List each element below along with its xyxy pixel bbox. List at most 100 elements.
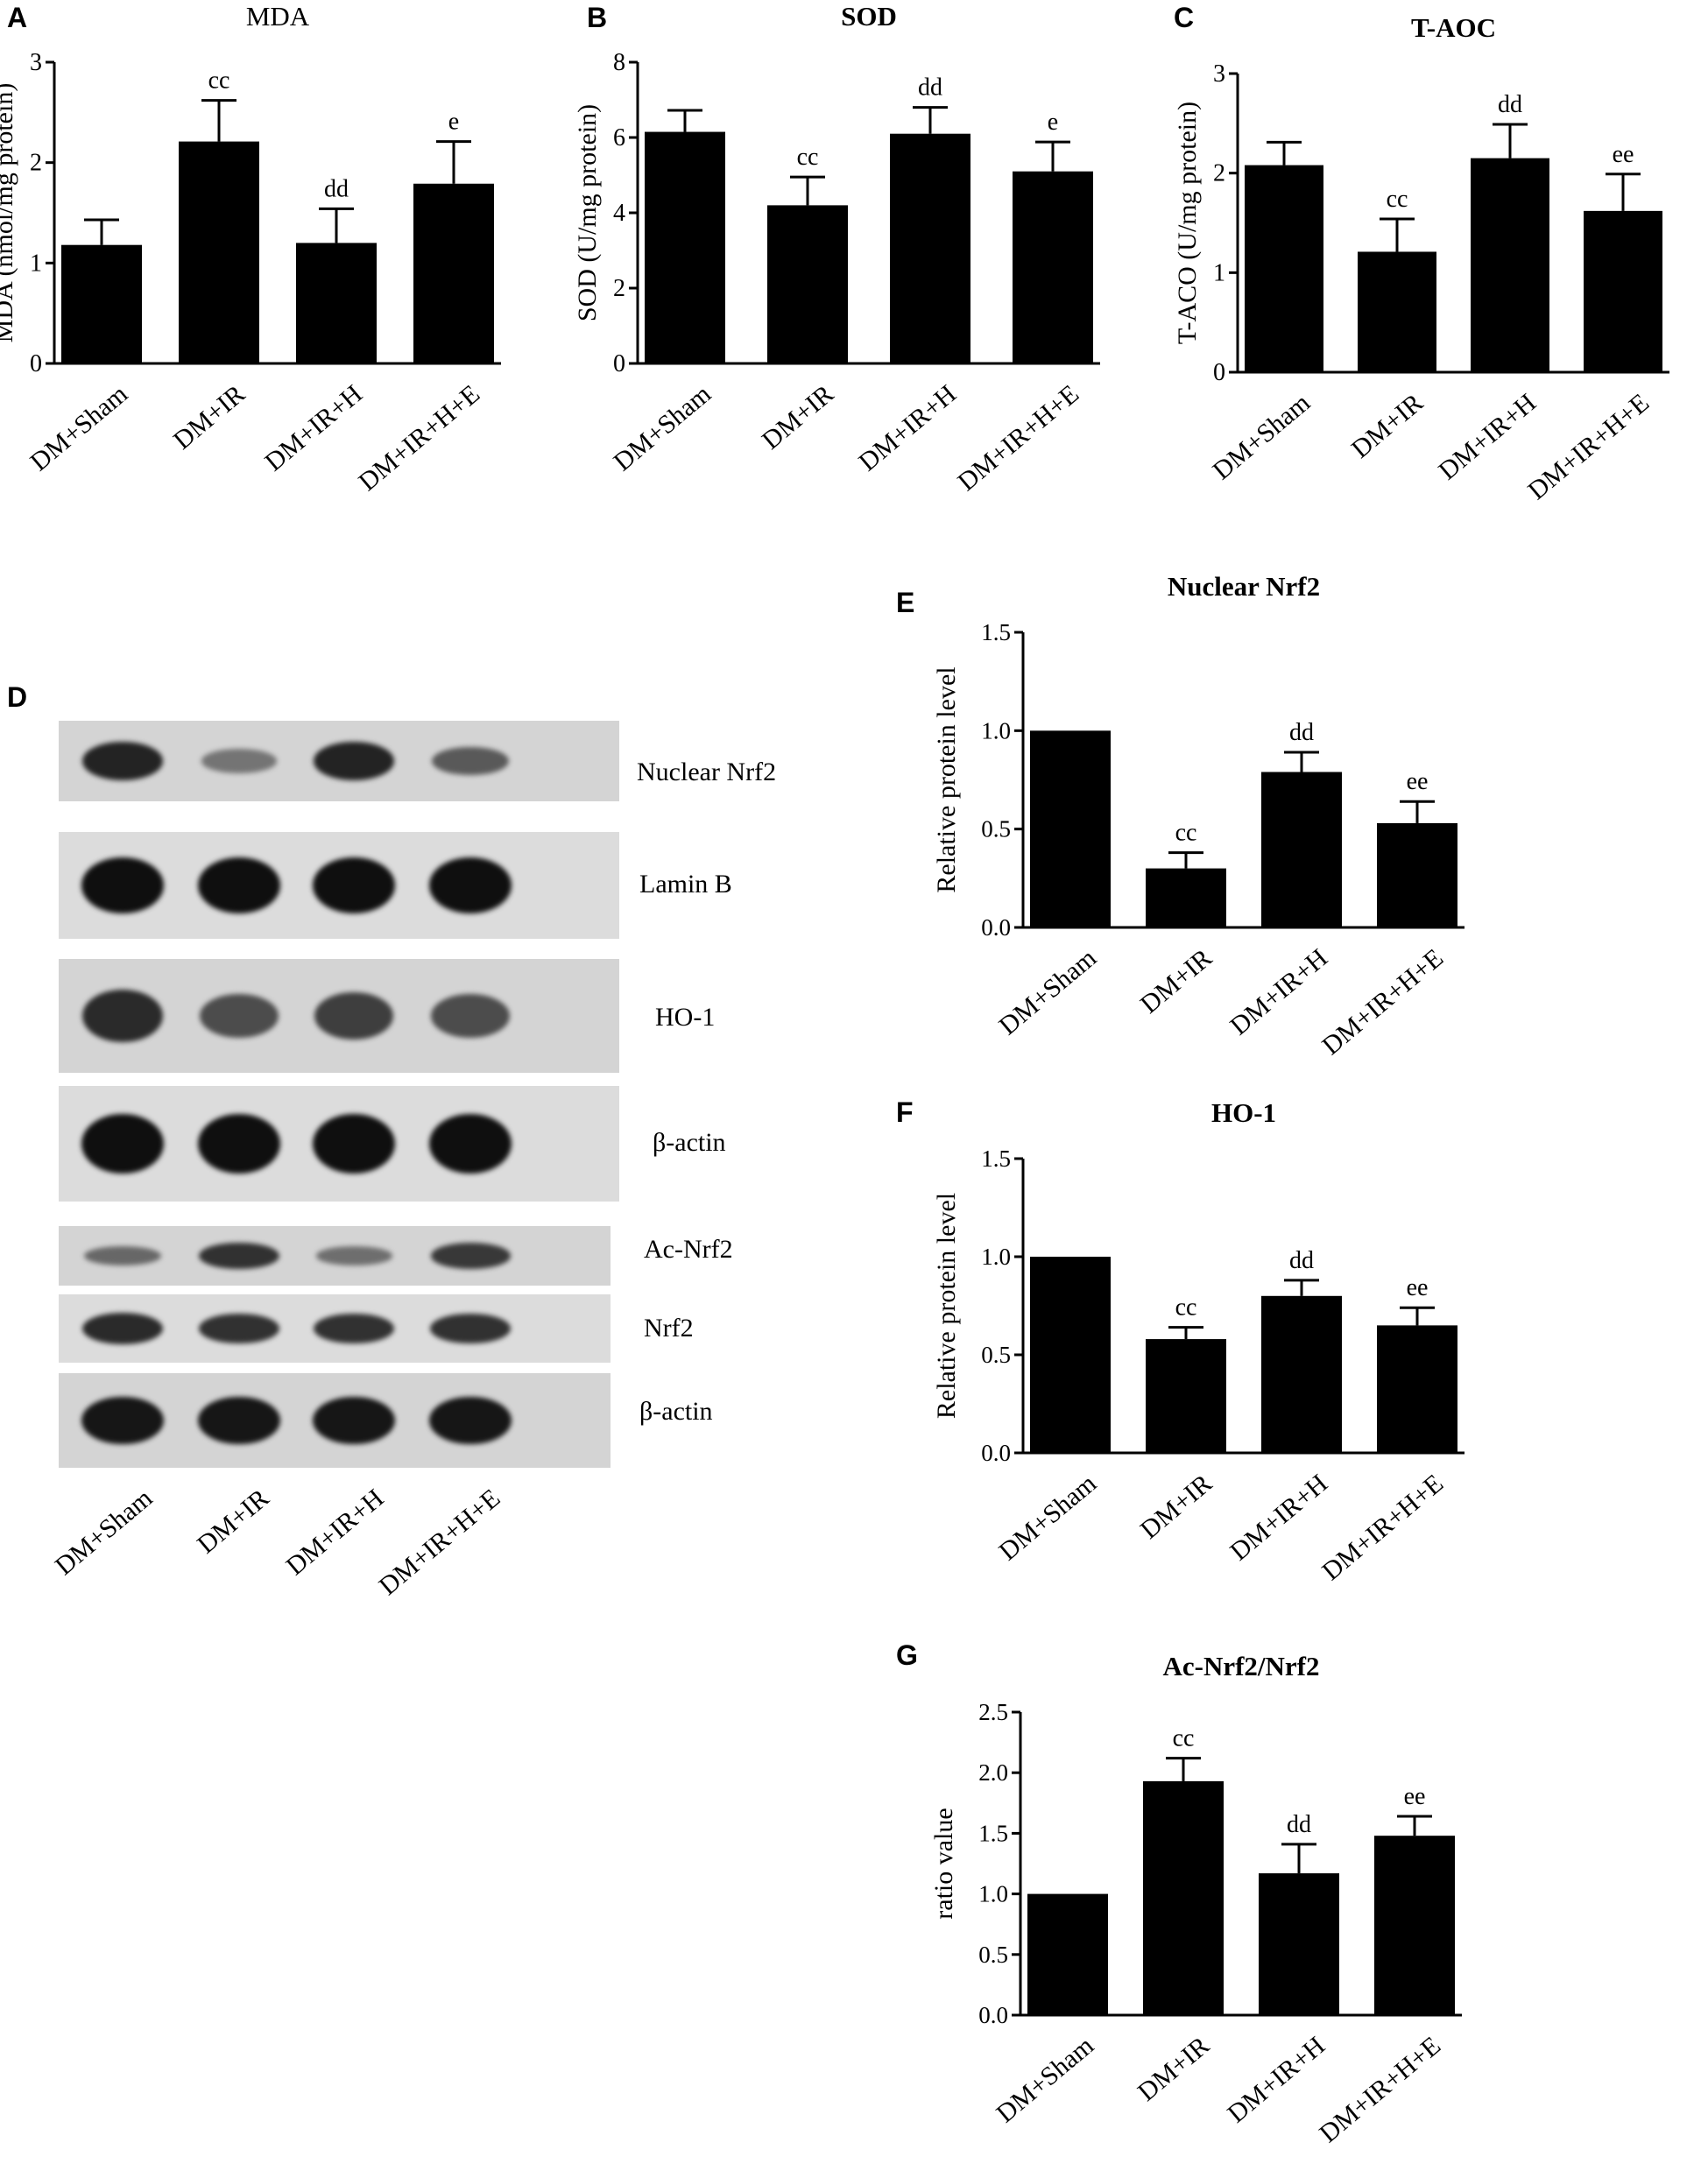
significance-label: dd bbox=[1287, 1811, 1311, 1838]
blot-band bbox=[198, 857, 280, 913]
y-tick-label: 1 bbox=[30, 250, 42, 277]
blot-band bbox=[201, 749, 278, 773]
chart-title: MDA bbox=[246, 1, 310, 32]
y-tick-label: 1.5 bbox=[981, 619, 1011, 645]
y-tick-label: 0 bbox=[613, 350, 625, 377]
significance-label: e bbox=[1048, 109, 1058, 136]
bar bbox=[1261, 1295, 1342, 1453]
bar bbox=[1146, 868, 1226, 927]
y-tick-label: 0.0 bbox=[978, 2002, 1008, 2028]
blot-row-label: HO-1 bbox=[655, 1003, 716, 1032]
chart-title: SOD bbox=[841, 1, 897, 32]
y-tick-label: 4 bbox=[613, 200, 625, 227]
significance-label: dd bbox=[1498, 91, 1522, 118]
significance-label: ee bbox=[1407, 768, 1429, 795]
chart-title: Ac-Nrf2/Nrf2 bbox=[1162, 1651, 1319, 1681]
significance-label: ee bbox=[1613, 141, 1634, 168]
blot-band bbox=[429, 1113, 512, 1174]
significance-label: cc bbox=[1175, 1294, 1197, 1322]
bar bbox=[1374, 1836, 1455, 2015]
y-tick-label: 0.0 bbox=[981, 1440, 1011, 1466]
y-tick-label: 1.0 bbox=[981, 1244, 1011, 1270]
blot-band bbox=[313, 742, 395, 780]
y-tick-label: 1 bbox=[1213, 259, 1225, 286]
blot-band bbox=[429, 1396, 512, 1445]
significance-label: cc bbox=[797, 144, 819, 171]
category-label: DM+IR bbox=[1133, 2031, 1215, 2107]
blot-band bbox=[84, 1245, 161, 1266]
bar bbox=[1030, 1257, 1111, 1453]
bar bbox=[296, 243, 377, 363]
blot-band bbox=[314, 992, 394, 1040]
category-label: DM+IR+H+E bbox=[1314, 2031, 1446, 2148]
blot-row-label: β-actin bbox=[639, 1397, 713, 1426]
significance-label: dd bbox=[1289, 719, 1314, 746]
panel-letter-f: F bbox=[896, 1096, 914, 1128]
bar bbox=[1377, 822, 1457, 927]
y-tick-label: 0 bbox=[30, 350, 42, 377]
y-axis-label: Relative protein level bbox=[932, 1193, 961, 1419]
blot-band bbox=[429, 857, 512, 913]
category-label: DM+IR+H bbox=[1222, 2031, 1330, 2128]
bar bbox=[1245, 165, 1323, 372]
y-tick-label: 0.5 bbox=[981, 1342, 1011, 1368]
panel-letter-a: A bbox=[7, 2, 28, 33]
significance-label: dd bbox=[1289, 1247, 1314, 1274]
bar bbox=[645, 131, 725, 364]
chart-title: HO-1 bbox=[1211, 1097, 1276, 1128]
y-tick-label: 2.5 bbox=[978, 1699, 1008, 1725]
y-tick-label: 2.0 bbox=[978, 1759, 1008, 1786]
blot-band bbox=[431, 993, 510, 1039]
significance-label: cc bbox=[208, 67, 230, 95]
y-tick-label: 2 bbox=[30, 150, 42, 177]
y-axis-label: ratio value bbox=[929, 1808, 958, 1919]
y-tick-label: 0 bbox=[1213, 359, 1225, 386]
panel-letter-d: D bbox=[7, 681, 28, 713]
bar bbox=[1471, 158, 1549, 372]
significance-label: dd bbox=[324, 175, 349, 202]
bar bbox=[1259, 1873, 1339, 2015]
blot-band bbox=[81, 857, 164, 913]
significance-label: ee bbox=[1404, 1783, 1426, 1810]
bar bbox=[1584, 210, 1662, 372]
y-tick-label: 0.5 bbox=[981, 816, 1011, 842]
bar bbox=[1146, 1339, 1226, 1453]
bar bbox=[179, 141, 259, 363]
y-axis-label: Relative protein level bbox=[932, 666, 961, 892]
blot-band bbox=[313, 857, 395, 913]
bar bbox=[1030, 730, 1111, 927]
chart-title: T-AOC bbox=[1411, 12, 1496, 43]
y-axis-label: T-ACO (U/mg protein) bbox=[1173, 102, 1202, 344]
panel-letter-g: G bbox=[896, 1639, 918, 1671]
blot-row-label: Ac-Nrf2 bbox=[644, 1235, 733, 1264]
y-tick-label: 0.0 bbox=[981, 914, 1011, 941]
blot-band bbox=[81, 742, 164, 780]
y-tick-label: 0.5 bbox=[978, 1942, 1008, 1968]
panel-letter-e: E bbox=[896, 587, 915, 618]
y-tick-label: 1.5 bbox=[978, 1820, 1008, 1846]
panel-letter-c: C bbox=[1174, 2, 1195, 33]
blot-band bbox=[81, 1396, 164, 1445]
bar bbox=[1143, 1780, 1224, 2015]
bar bbox=[1013, 171, 1093, 363]
bar bbox=[1027, 1893, 1108, 2015]
bar bbox=[1261, 772, 1342, 927]
y-tick-label: 3 bbox=[1213, 60, 1225, 88]
bar bbox=[61, 244, 142, 363]
blot-band bbox=[199, 1242, 279, 1270]
blot-band bbox=[430, 1243, 511, 1269]
y-tick-label: 1.0 bbox=[981, 717, 1011, 744]
blot-band bbox=[313, 1113, 395, 1174]
significance-label: ee bbox=[1407, 1274, 1429, 1301]
significance-label: dd bbox=[918, 74, 942, 102]
blot-band bbox=[82, 990, 163, 1042]
blot-band bbox=[199, 1313, 279, 1344]
y-axis-label: MDA (nmol/mg protein) bbox=[0, 83, 18, 343]
blot-band bbox=[431, 746, 510, 776]
